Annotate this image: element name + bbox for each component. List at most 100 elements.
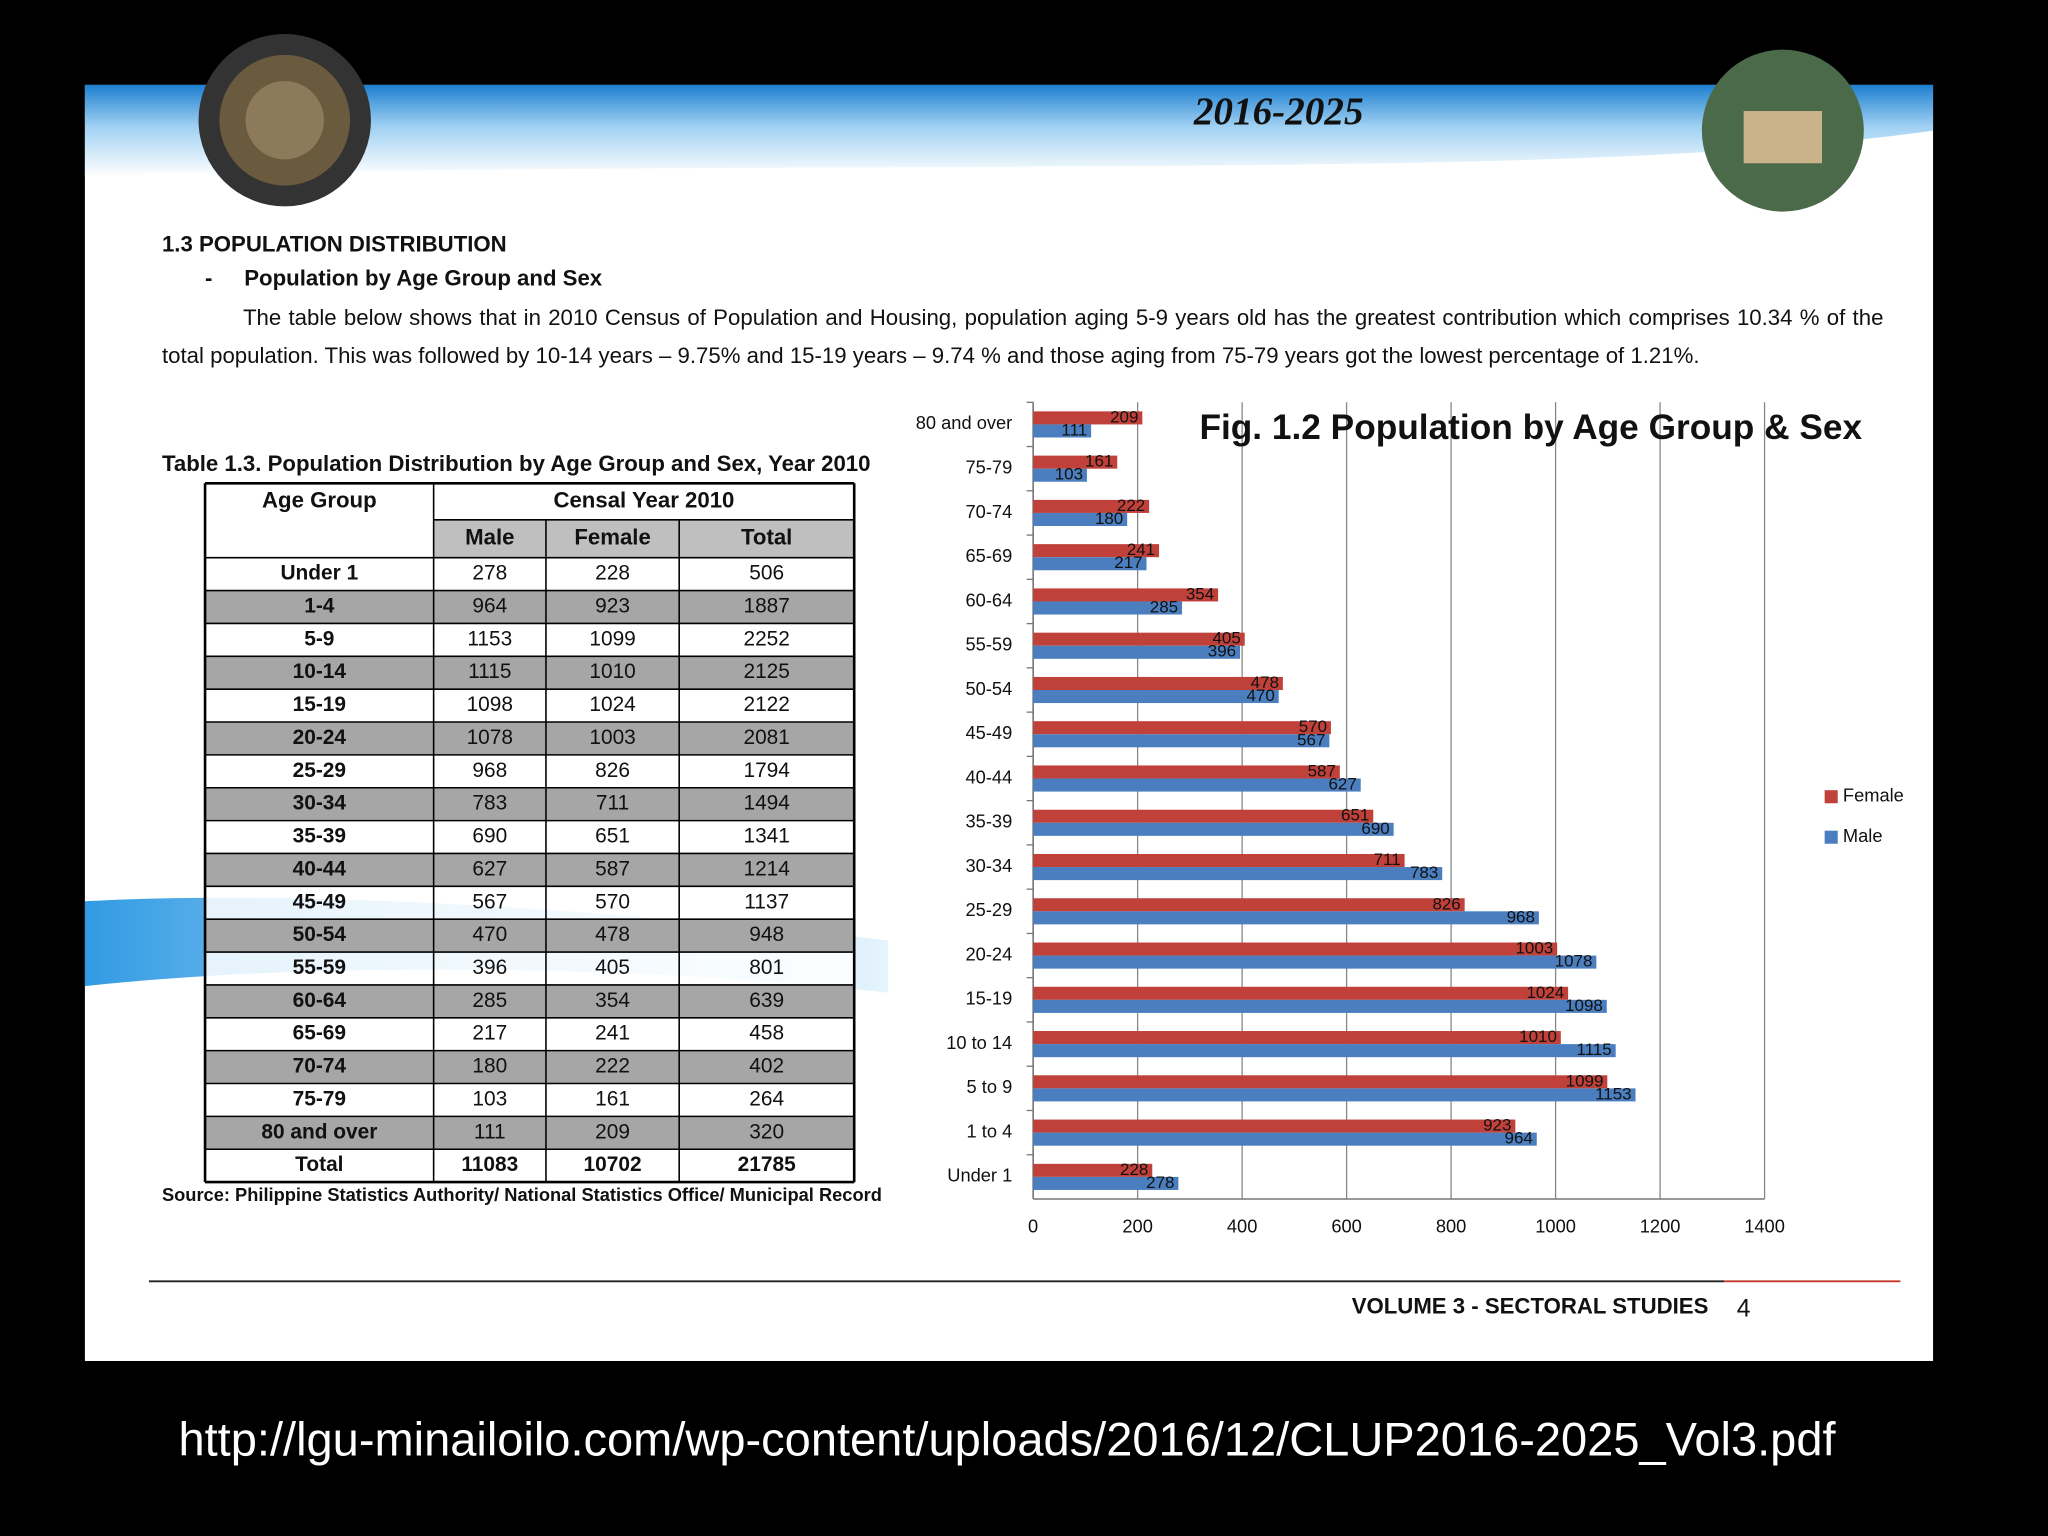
table-cell: 278 — [472, 562, 507, 585]
table-cell: 2122 — [743, 693, 789, 716]
data-label: 478 — [1251, 673, 1279, 692]
bullet: - — [205, 265, 212, 290]
table-cell: 320 — [749, 1120, 784, 1143]
row-label: 80 and over — [261, 1120, 377, 1143]
chart-title: Fig. 1.2 Population by Age Group & Sex — [1199, 408, 1862, 447]
y-tick-label: 35-39 — [966, 811, 1013, 832]
header-years: 2016-2025 — [1193, 90, 1364, 133]
data-label: 711 — [1374, 850, 1401, 869]
table-cell: 11083 — [461, 1153, 518, 1176]
header-band — [84, 84, 1934, 177]
data-label: 783 — [1410, 863, 1438, 882]
row-label: 75-79 — [293, 1087, 346, 1110]
bar — [1033, 455, 1118, 469]
row-label: 5-9 — [304, 627, 334, 650]
row-bg — [205, 919, 855, 953]
table-cell: 180 — [472, 1055, 507, 1078]
subheader-cell: Female — [574, 525, 650, 550]
table-caption: Table 1.3. Population Distribution by Ag… — [162, 451, 871, 476]
row-label: 1-4 — [304, 595, 335, 618]
table-cell: 570 — [595, 890, 630, 913]
row-bg — [205, 689, 855, 723]
row-label: Under 1 — [280, 562, 358, 585]
logo-right — [1701, 49, 1864, 212]
bar — [1033, 1119, 1516, 1133]
data-label: 405 — [1213, 629, 1241, 648]
table-cell: 783 — [472, 792, 507, 815]
x-tick-label: 800 — [1436, 1216, 1466, 1237]
row-label: 60-64 — [293, 989, 347, 1012]
table-cell: 1794 — [743, 759, 789, 782]
table-cell: 396 — [472, 956, 507, 979]
y-tick-label: 65-69 — [966, 545, 1013, 566]
table-cell: 285 — [472, 989, 507, 1012]
logo-left — [198, 33, 371, 207]
table-cell: 1078 — [467, 726, 513, 749]
y-tick-label: 80 and over — [916, 412, 1012, 433]
bar — [1033, 734, 1330, 748]
table-cell: 690 — [472, 825, 507, 848]
bar — [1033, 955, 1597, 969]
bar — [1033, 1088, 1636, 1102]
data-label: 396 — [1208, 642, 1236, 661]
data-label: 209 — [1110, 407, 1138, 426]
bar — [1033, 1132, 1537, 1146]
row-bg — [205, 820, 855, 854]
legend-label: Male — [1843, 825, 1883, 846]
x-tick-label: 200 — [1122, 1216, 1152, 1237]
table-cell: 2125 — [743, 660, 789, 683]
data-label: 690 — [1361, 819, 1389, 838]
footer-volume: VOLUME 3 - SECTORAL STUDIES — [1352, 1293, 1709, 1318]
row-label: 45-49 — [293, 890, 346, 913]
table-cell: 458 — [749, 1022, 784, 1045]
data-label: 968 — [1507, 907, 1535, 926]
row-label: 40-44 — [293, 857, 347, 880]
table-cell: 405 — [595, 956, 630, 979]
bar — [1033, 809, 1374, 823]
data-label: 1098 — [1565, 996, 1603, 1015]
x-tick-label: 600 — [1331, 1216, 1361, 1237]
row-bg — [205, 1050, 855, 1084]
data-label: 964 — [1505, 1129, 1533, 1148]
footer-page: 4 — [1737, 1296, 1751, 1323]
data-label: 826 — [1432, 894, 1460, 913]
y-tick-label: 10 to 14 — [946, 1032, 1012, 1053]
table-cell: 1137 — [744, 890, 789, 913]
header-cell: Censal Year 2010 — [553, 487, 734, 512]
data-label: 567 — [1297, 730, 1325, 749]
data-label: 570 — [1299, 717, 1327, 736]
row-label: 55-59 — [293, 956, 346, 979]
bar — [1033, 468, 1087, 482]
data-label: 285 — [1150, 597, 1178, 616]
bar — [1033, 588, 1219, 602]
row-label: 70-74 — [293, 1055, 347, 1078]
row-bg — [205, 787, 855, 821]
y-tick-label: 40-44 — [966, 766, 1013, 787]
y-tick-label: 30-34 — [966, 855, 1013, 876]
x-tick-label: 400 — [1227, 1216, 1257, 1237]
row-bg — [205, 1149, 855, 1183]
row-label: Total — [295, 1153, 343, 1176]
table-cell: 651 — [595, 825, 630, 848]
table-cell: 209 — [595, 1120, 630, 1143]
bar — [1033, 867, 1443, 881]
data-label: 923 — [1483, 1116, 1511, 1135]
y-tick-label: Under 1 — [947, 1165, 1012, 1186]
table-cell: 1024 — [589, 693, 635, 716]
bar — [1033, 645, 1241, 659]
table-cell: 217 — [472, 1022, 507, 1045]
table-cell: 1153 — [467, 627, 512, 650]
table-cell: 2081 — [743, 726, 789, 749]
table-cell: 1341 — [743, 825, 789, 848]
row-label: 20-24 — [293, 726, 347, 749]
bar — [1033, 778, 1361, 792]
table-cell: 506 — [749, 562, 784, 585]
bar — [1033, 765, 1340, 779]
table-cell: 228 — [595, 562, 630, 585]
row-bg — [205, 557, 855, 591]
header-cell: Age Group — [262, 487, 377, 512]
y-tick-label: 5 to 9 — [967, 1076, 1013, 1097]
row-bg — [205, 952, 855, 985]
